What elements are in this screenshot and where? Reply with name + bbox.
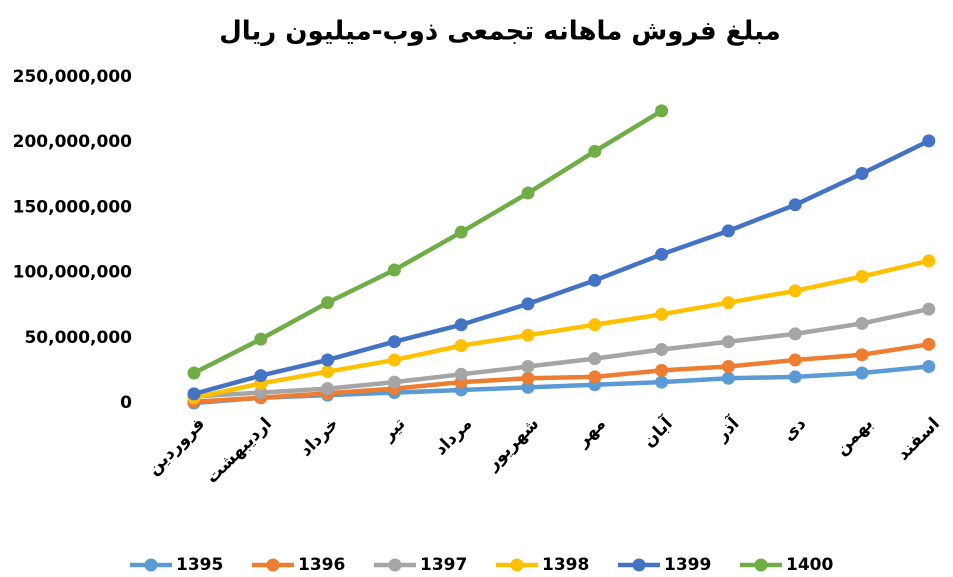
- data-point: [721, 359, 735, 373]
- data-point: [521, 186, 535, 200]
- legend-marker: [144, 558, 158, 572]
- data-point: [321, 353, 335, 367]
- legend-label: 1398: [542, 555, 589, 575]
- legend-marker: [510, 558, 524, 572]
- legend-label: 1395: [176, 555, 223, 575]
- data-point: [187, 387, 201, 401]
- legend-marker: [754, 558, 768, 572]
- data-point: [655, 343, 669, 357]
- data-point: [588, 370, 602, 384]
- data-point: [721, 371, 735, 385]
- x-tick-label: شهریور: [482, 414, 543, 475]
- data-point: [254, 369, 268, 383]
- series-line: [193, 306, 930, 399]
- x-tick-label: آذر: [710, 412, 744, 446]
- data-point: [922, 337, 936, 351]
- data-point: [922, 359, 936, 373]
- legend-marker: [388, 558, 402, 572]
- data-point: [521, 297, 535, 311]
- data-point: [321, 296, 335, 310]
- y-tick-label: 250,000,000: [13, 67, 133, 87]
- x-tick-label: آبان: [638, 412, 678, 452]
- data-point: [788, 327, 802, 341]
- data-point: [788, 370, 802, 384]
- y-tick-label: 0: [120, 393, 132, 413]
- data-point: [922, 134, 936, 148]
- y-tick-label: 50,000,000: [24, 328, 132, 348]
- x-tick-label: مهر: [572, 414, 610, 452]
- data-point: [254, 332, 268, 346]
- x-tick-label: خرداد: [296, 414, 343, 461]
- data-point: [588, 273, 602, 287]
- series-line: [192, 108, 663, 376]
- y-tick-label: 100,000,000: [13, 263, 133, 283]
- x-tick-label: تیر: [378, 414, 410, 446]
- data-point: [721, 224, 735, 238]
- data-point: [855, 348, 869, 362]
- data-point: [387, 353, 401, 367]
- x-tick-label: مرداد: [431, 414, 477, 460]
- data-point: [855, 366, 869, 380]
- legend-label: 1397: [420, 555, 467, 575]
- legend-marker: [632, 558, 646, 572]
- data-point: [788, 198, 802, 212]
- data-point: [254, 386, 268, 400]
- data-point: [387, 375, 401, 389]
- x-tick-label: بهمن: [832, 414, 877, 459]
- data-point: [855, 270, 869, 284]
- data-point: [454, 367, 468, 381]
- data-point: [655, 104, 669, 118]
- data-point: [855, 316, 869, 330]
- data-point: [655, 307, 669, 321]
- data-point: [855, 166, 869, 180]
- data-point: [655, 247, 669, 261]
- data-point: [588, 352, 602, 366]
- data-point: [788, 284, 802, 298]
- legend-label: 1396: [298, 555, 345, 575]
- y-tick-label: 150,000,000: [13, 197, 133, 217]
- data-point: [655, 363, 669, 377]
- series-line: [193, 258, 930, 400]
- legend-label: 1399: [664, 555, 711, 575]
- data-point: [922, 302, 936, 316]
- data-point: [521, 380, 535, 394]
- data-point: [454, 318, 468, 332]
- data-point: [721, 335, 735, 349]
- data-point: [387, 263, 401, 277]
- data-point: [454, 225, 468, 239]
- x-tick-label: اردیبهشت: [202, 414, 276, 488]
- data-point: [321, 382, 335, 396]
- x-tick-label: فروردین: [144, 414, 209, 479]
- legend-label: 1400: [786, 555, 833, 575]
- series-line: [193, 342, 930, 404]
- data-point: [521, 359, 535, 373]
- series-line: [193, 138, 930, 397]
- chart-title: مبلغ فروش ماهانه تجمعی ذوب-میلیون ریال: [219, 17, 781, 47]
- legend-marker: [266, 558, 280, 572]
- data-point: [387, 335, 401, 349]
- data-point: [788, 353, 802, 367]
- data-point: [521, 371, 535, 385]
- data-point: [655, 375, 669, 389]
- x-tick-label: اسفند: [893, 414, 944, 465]
- data-point: [588, 318, 602, 332]
- y-tick-label: 200,000,000: [13, 132, 133, 152]
- data-point: [521, 328, 535, 342]
- series-line: [193, 364, 930, 406]
- data-point: [321, 365, 335, 379]
- data-point: [588, 144, 602, 158]
- data-point: [187, 366, 201, 380]
- x-tick-label: دی: [779, 414, 811, 446]
- data-point: [721, 296, 735, 310]
- data-point: [454, 339, 468, 353]
- data-point: [922, 254, 936, 268]
